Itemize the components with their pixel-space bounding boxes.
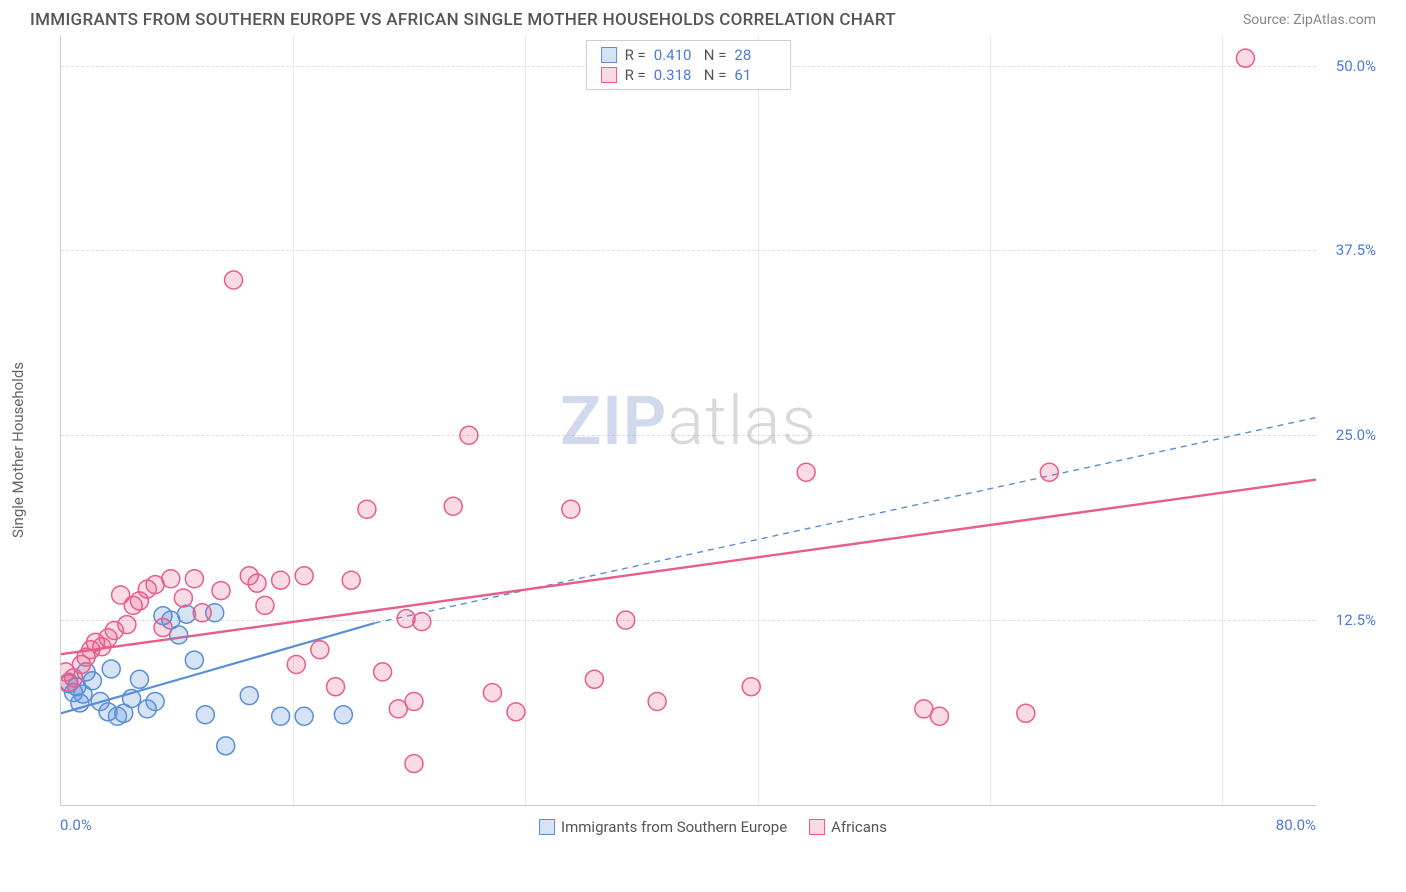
scatter-point (174, 589, 192, 607)
scatter-point (931, 707, 949, 725)
legend-swatch-pink (601, 67, 617, 83)
legend-n-label: N = (704, 46, 727, 64)
y-axis-label: Single Mother Households (9, 362, 27, 538)
scatter-point (460, 426, 478, 444)
scatter-point (295, 567, 313, 585)
legend-n-value-pink: 61 (734, 66, 776, 84)
scatter-point (287, 656, 305, 674)
scatter-point (217, 737, 235, 755)
scatter-point (154, 619, 172, 637)
legend-item-pink: Africans (809, 818, 887, 836)
chart-container: Single Mother Households ZIPatlas R = 0.… (50, 36, 1376, 846)
scatter-point (358, 500, 376, 518)
legend-swatch-blue (601, 47, 617, 63)
legend-item-blue: Immigrants from Southern Europe (539, 818, 787, 836)
series-legend: Immigrants from Southern Europe Africans (539, 818, 887, 836)
scatter-point (130, 670, 148, 688)
scatter-point (196, 706, 214, 724)
scatter-point (240, 687, 258, 705)
legend-n-value-blue: 28 (734, 46, 776, 64)
scatter-point (162, 570, 180, 588)
legend-r-label: R = (625, 46, 646, 64)
scatter-point (405, 755, 423, 773)
scatter-point (118, 616, 136, 634)
legend-r-value-pink: 0.318 (654, 66, 696, 84)
plot-svg (61, 36, 1316, 805)
scatter-point (311, 641, 329, 659)
scatter-point (83, 672, 101, 690)
x-axis-min: 0.0% (60, 816, 92, 834)
scatter-point (193, 604, 211, 622)
scatter-point (648, 692, 666, 710)
scatter-point (256, 596, 274, 614)
scatter-point (102, 660, 120, 678)
scatter-point (185, 570, 203, 588)
legend-n-label: N = (704, 66, 727, 84)
legend-label-blue: Immigrants from Southern Europe (561, 818, 787, 836)
scatter-point (742, 678, 760, 696)
y-tick-label: 25.0% (1336, 426, 1376, 444)
scatter-point (797, 463, 815, 481)
legend-swatch-blue (539, 819, 555, 835)
scatter-point (413, 613, 431, 631)
scatter-point (146, 692, 164, 710)
scatter-point (483, 684, 501, 702)
header: IMMIGRANTS FROM SOUTHERN EUROPE VS AFRIC… (0, 0, 1406, 36)
scatter-point (248, 574, 266, 592)
scatter-point (295, 707, 313, 725)
legend-r-label: R = (625, 66, 646, 84)
scatter-point (374, 663, 392, 681)
scatter-point (185, 651, 203, 669)
scatter-point (225, 271, 243, 289)
scatter-point (562, 500, 580, 518)
scatter-point (212, 582, 230, 600)
chart-title: IMMIGRANTS FROM SOUTHERN EUROPE VS AFRIC… (30, 10, 896, 30)
correlation-legend: R = 0.410 N = 28 R = 0.318 N = 61 (586, 40, 792, 90)
y-tick-label: 50.0% (1336, 57, 1376, 75)
legend-row-blue: R = 0.410 N = 28 (601, 45, 777, 65)
x-axis-max: 80.0% (1276, 816, 1316, 834)
legend-r-value-blue: 0.410 (654, 46, 696, 64)
source-label: Source: ZipAtlas.com (1243, 12, 1376, 28)
scatter-point (342, 571, 360, 589)
scatter-point (272, 707, 290, 725)
scatter-point (507, 703, 525, 721)
scatter-point (1236, 49, 1254, 67)
scatter-point (272, 571, 290, 589)
legend-swatch-pink (809, 819, 825, 835)
legend-row-pink: R = 0.318 N = 61 (601, 65, 777, 85)
scatter-point (585, 670, 603, 688)
scatter-point (444, 497, 462, 515)
regression-line-dashed (375, 418, 1316, 624)
scatter-point (405, 692, 423, 710)
legend-label-pink: Africans (831, 818, 887, 836)
scatter-point (1017, 704, 1035, 722)
scatter-point (397, 610, 415, 628)
scatter-point (334, 706, 352, 724)
y-tick-label: 12.5% (1336, 611, 1376, 629)
scatter-point (327, 678, 345, 696)
scatter-point (617, 611, 635, 629)
scatter-point (123, 690, 141, 708)
scatter-point (1040, 463, 1058, 481)
y-tick-label: 37.5% (1336, 241, 1376, 259)
plot-area: ZIPatlas R = 0.410 N = 28 R = 0.318 N = … (60, 36, 1316, 806)
